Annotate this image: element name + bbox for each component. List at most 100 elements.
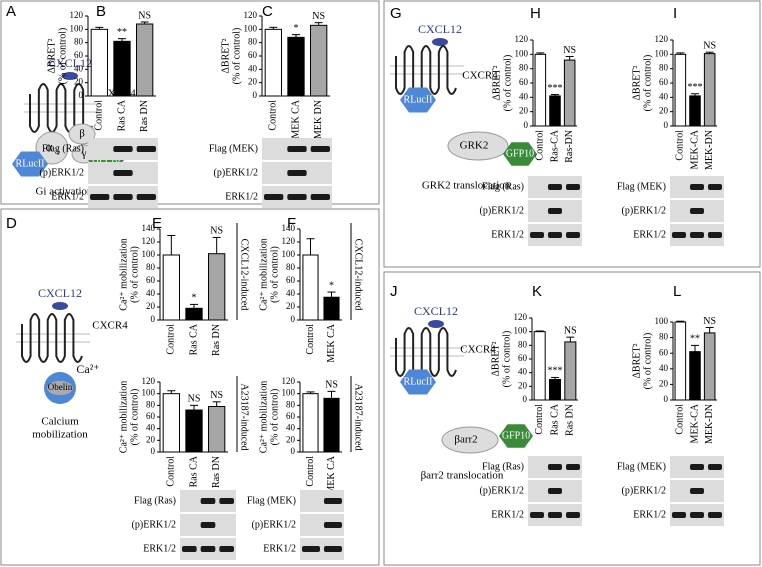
bar (564, 341, 577, 401)
blot-band (566, 464, 580, 470)
bar (287, 36, 305, 97)
x-tick-label: Control (166, 324, 177, 355)
blot-band (708, 232, 722, 238)
y-tick-label: 120 (655, 34, 669, 44)
blot-band (548, 208, 562, 214)
blot-row-label: (p)ERK1/2 (40, 167, 84, 178)
significance: NS (564, 325, 577, 336)
caption: βarr2 translocation (421, 470, 504, 482)
blot-row-label: (p)ERK1/2 (252, 519, 296, 530)
y-tick-label: 0 (291, 446, 296, 456)
blot-band (548, 184, 562, 190)
x-tick-label: Ras-CA (549, 129, 560, 162)
blot-band (219, 546, 234, 552)
receptor (395, 327, 457, 377)
panel-label: A (6, 3, 16, 20)
y-tick-label: 80 (286, 399, 296, 409)
y-tick-label: 80 (286, 262, 296, 272)
panel-label: D (6, 215, 17, 232)
significance: NS (703, 40, 716, 51)
blot-band (136, 194, 156, 200)
y-tick-label: 60 (286, 411, 296, 421)
y-tick-label: 100 (514, 326, 528, 336)
blot-row-label: Flag (MEK) (617, 181, 666, 192)
significance: *** (688, 82, 703, 93)
bar (264, 28, 282, 97)
y-tick-label: 60 (286, 275, 296, 285)
bar (549, 95, 561, 127)
y-tick-label: 20 (286, 301, 296, 311)
y-axis-label: (% of control) (269, 246, 280, 303)
blot-band (310, 194, 330, 200)
side-label: A23187-induced (353, 383, 364, 450)
blot-band (548, 464, 562, 470)
blot-band (708, 512, 722, 518)
blot-band (672, 232, 686, 238)
y-tick-label: 120 (142, 376, 156, 386)
significance: NS (210, 226, 223, 237)
y-tick-label: 60 (659, 77, 669, 87)
y-tick-label: 120 (514, 312, 528, 322)
panel-label: G (390, 5, 402, 22)
x-tick-label: Ras CA (549, 403, 560, 435)
label: GFP10 (506, 148, 534, 159)
y-axis-label: (% of control) (129, 246, 140, 303)
y-axis-label: (% of control) (57, 28, 68, 85)
label: α (46, 139, 53, 154)
acceptor (503, 142, 537, 166)
y-tick-label: 140 (282, 223, 296, 233)
blot-row-label: Flag (Ras) (134, 495, 176, 506)
y-axis-label: ΔBRET² (220, 39, 231, 74)
y-tick-label: 20 (659, 106, 669, 116)
x-tick-label: Control (305, 324, 316, 355)
y-tick-label: 40 (74, 63, 84, 73)
significance: NS (325, 380, 338, 391)
blot-row-label: Flag (Ras) (42, 143, 84, 154)
blot-band (113, 194, 133, 200)
blot-band (136, 146, 156, 152)
y-tick-label: 40 (519, 91, 529, 101)
blot-band (690, 184, 704, 190)
bar (533, 331, 546, 401)
y-tick-label: 40 (146, 288, 156, 298)
y-axis-label: Ca²⁺ mobilization (118, 381, 129, 453)
significance: NS (563, 45, 576, 56)
caption: GRK2 translocation (422, 180, 511, 192)
y-axis-label: Ca²⁺ mobilization (258, 238, 269, 310)
label: RLucII (404, 376, 433, 387)
receptor (21, 313, 83, 363)
y-tick-label: 20 (248, 77, 258, 87)
y-tick-label: 60 (146, 411, 156, 421)
blot-row-label: (p)ERK1/2 (622, 485, 666, 496)
y-axis-label: ΔBRET² (631, 344, 642, 379)
blot-band (690, 232, 704, 238)
ligand-label: CXCL12 (418, 22, 462, 36)
y-tick-label: 100 (244, 23, 258, 33)
blot-row-label: ERK1/2 (633, 509, 666, 520)
significance: *** (548, 366, 563, 377)
y-tick-label: 40 (146, 423, 156, 433)
x-tick-label: MEK-CA (689, 403, 700, 443)
significance: NS (703, 316, 716, 327)
blot-band (113, 170, 133, 176)
x-tick-label: Ras CA (188, 323, 199, 355)
blot-band (287, 170, 307, 176)
y-tick-label: 120 (282, 236, 296, 246)
bar (689, 351, 701, 401)
label: CXCR4 (462, 70, 498, 82)
y-tick-label: 20 (146, 434, 156, 444)
ligand (62, 72, 78, 80)
side-label: CXCL12-induced (353, 239, 364, 311)
receptor (29, 83, 93, 133)
label: RLucII (16, 158, 45, 169)
blot-band (690, 208, 704, 214)
bar (689, 95, 701, 127)
y-tick-label: 80 (659, 332, 669, 342)
blot-band (690, 488, 704, 494)
y-axis-label: ΔBRET² (46, 39, 57, 74)
blot-row-label: (p)ERK1/2 (622, 205, 666, 216)
ligand-label: CXCL12 (48, 56, 92, 70)
x-tick-label: Control (535, 130, 546, 161)
y-tick-label: 80 (74, 37, 84, 47)
y-tick-label: 140 (142, 223, 156, 233)
